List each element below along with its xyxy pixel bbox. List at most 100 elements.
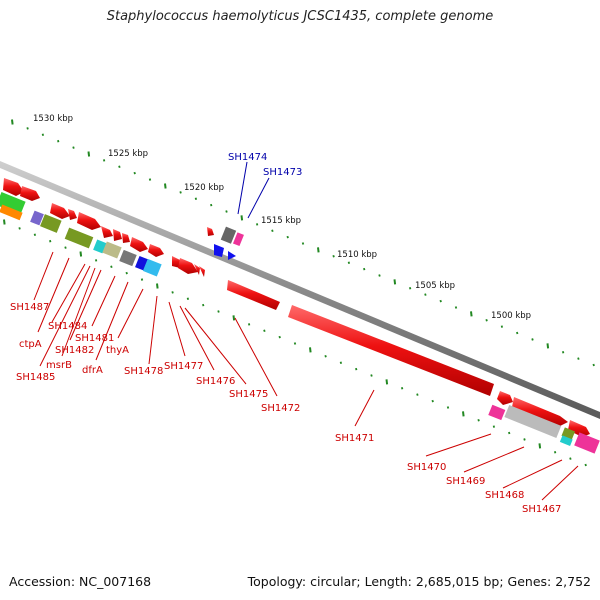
scale-tick	[271, 229, 274, 232]
inner-scale-tick	[385, 379, 389, 385]
scale-tick	[194, 197, 198, 201]
inner-scale-tick	[263, 329, 266, 332]
gene-arrow	[130, 237, 148, 252]
inner-scale-tick	[202, 303, 205, 307]
scale-tick	[546, 343, 550, 349]
gene-box	[559, 435, 573, 446]
gene-label-SH1485: SH1485	[16, 372, 55, 383]
inner-scale-ticks	[3, 219, 587, 467]
gene-box	[142, 258, 162, 277]
scale-tick	[118, 165, 121, 169]
scale-ticks	[11, 119, 595, 367]
gene-arrow	[497, 391, 513, 405]
inner-scale-tick	[171, 291, 174, 294]
gene-box	[40, 214, 62, 233]
gene-label-SH1469: SH1469	[446, 476, 485, 487]
inner-scale-tick	[508, 431, 511, 435]
scale-labels: 1530 kbp 1525 kbp 1520 kbp 1515 kbp 1510…	[33, 114, 531, 321]
scale-tick	[454, 306, 458, 309]
scale-tick	[26, 127, 29, 130]
inner-scale-tick	[309, 347, 312, 353]
gene-label-thyA: thyA	[106, 345, 129, 356]
inner-scale-tick	[232, 315, 236, 321]
gene-arrow	[101, 226, 113, 238]
scale-tick	[57, 139, 60, 143]
gene-arrow	[199, 266, 205, 277]
inner-scale-tick	[278, 335, 281, 339]
inner-scale-tick	[217, 310, 220, 313]
scale-label-1520: 1520 kbp	[184, 183, 224, 193]
scale-tick	[516, 331, 519, 335]
topology-text: Topology: circular; Length: 2,685,015 bp…	[247, 574, 591, 589]
gene-label-SH1474: SH1474	[228, 152, 267, 163]
gene-arrow	[194, 264, 200, 275]
inner-scale-tick	[446, 406, 450, 409]
red-gene-labels: SH1487 ctpA SH1484 SH1485 msrB SH1482 SH…	[10, 302, 561, 515]
callout-lines-blue	[237, 161, 270, 219]
gene-arrow	[77, 212, 101, 230]
gene-label-SH1477: SH1477	[164, 361, 203, 372]
inner-scale-tick	[584, 463, 587, 467]
genome-title: Staphylococcus haemolyticus JCSC1435, co…	[106, 9, 494, 24]
inner-scale-tick	[477, 418, 480, 422]
accession-text: Accession: NC_007168	[9, 574, 152, 589]
gene-arrow	[122, 233, 130, 243]
scale-tick	[485, 318, 488, 322]
scale-label-1510: 1510 kbp	[337, 250, 377, 260]
gene-label-SH1478: SH1478	[124, 366, 163, 377]
scale-tick	[102, 159, 106, 162]
inner-scale-tick	[523, 438, 526, 441]
scale-tick	[133, 171, 136, 175]
gene-arrow	[172, 256, 180, 268]
gene-arrow	[113, 229, 122, 241]
inner-scale-tick	[324, 355, 327, 358]
inner-scale-tick	[140, 278, 144, 281]
inner-scale-tick	[49, 239, 52, 243]
inner-scale-tick	[3, 219, 6, 225]
scale-tick	[332, 255, 335, 258]
inner-scale-tick	[553, 450, 557, 454]
scale-tick	[286, 235, 289, 239]
scale-tick	[148, 178, 152, 181]
inner-scale-tick	[400, 387, 404, 390]
inner-scale-tick	[370, 374, 373, 377]
scale-tick	[72, 146, 75, 149]
gene-label-dfrA: dfrA	[82, 365, 103, 376]
gene-label-SH1470: SH1470	[407, 462, 446, 473]
inner-scale-tick	[110, 265, 113, 269]
inner-scale-tick	[462, 411, 465, 417]
scale-tick	[179, 191, 182, 194]
gene-label-SH1487: SH1487	[10, 302, 49, 313]
inner-scale-tick	[186, 297, 190, 301]
gene-label-SH1473: SH1473	[263, 167, 302, 178]
scale-tick	[41, 133, 45, 137]
scale-tick	[210, 203, 213, 207]
blue-gene-labels: SH1474 SH1473	[228, 152, 302, 178]
gene-label-SH1481: SH1481	[75, 333, 114, 344]
scale-label-1515: 1515 kbp	[261, 216, 301, 226]
gene-arrow	[50, 203, 70, 219]
inner-scale-tick	[431, 399, 434, 403]
inner-scale-tick	[538, 443, 542, 449]
gene-arrow	[228, 251, 236, 260]
inner-scale-tick	[33, 233, 37, 237]
gene-label-ctpA: ctpA	[19, 339, 42, 350]
scale-tick	[347, 261, 351, 264]
scale-tick	[577, 357, 580, 360]
gene-arrow	[68, 209, 77, 220]
gene-box	[102, 241, 122, 259]
gene-label-SH1467: SH1467	[522, 504, 561, 515]
forward-strand-genes	[3, 178, 590, 437]
inner-scale-tick	[247, 323, 251, 326]
scale-tick	[301, 242, 305, 245]
inner-scale-tick	[125, 271, 128, 275]
scale-tick	[439, 299, 442, 303]
gene-label-SH1472: SH1472	[261, 403, 300, 414]
gene-arrow	[227, 280, 280, 310]
scale-tick	[561, 350, 565, 354]
inner-scale-tick	[339, 361, 343, 364]
scale-tick	[500, 325, 504, 328]
inner-scale-tick	[492, 425, 496, 428]
scale-tick	[11, 119, 14, 125]
